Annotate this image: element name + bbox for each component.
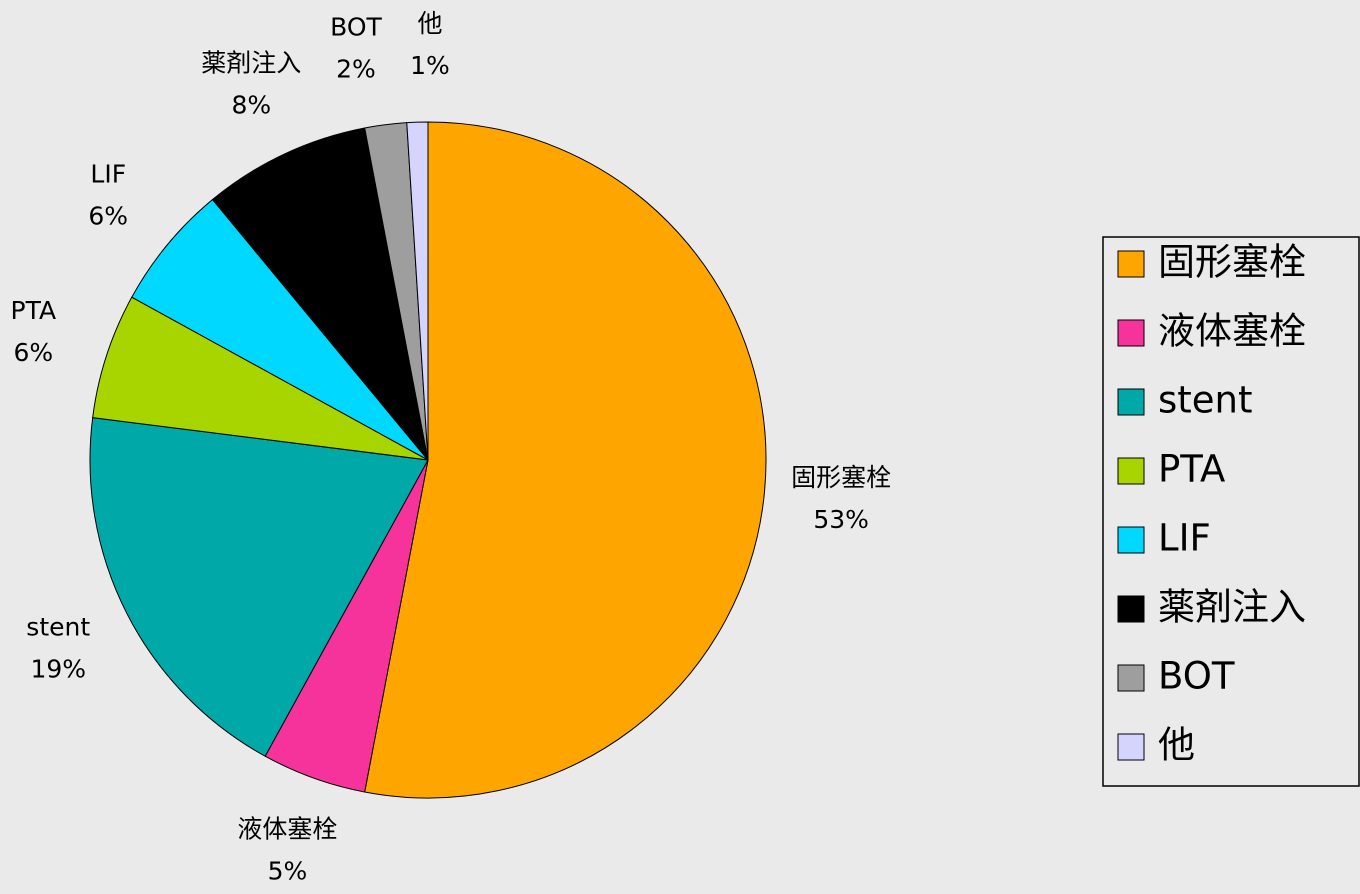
slice-label: 薬剤注入 <box>201 48 301 77</box>
slice-label: 固形塞栓 <box>791 463 891 492</box>
slice-value-label: 53% <box>813 505 869 534</box>
legend-swatch <box>1117 526 1145 554</box>
slice-label: 液体塞栓 <box>237 814 337 843</box>
slice-value-label: 8% <box>231 90 271 119</box>
legend-label: stent <box>1158 379 1253 422</box>
legend-label: 薬剤注入 <box>1158 586 1306 629</box>
slice-label: BOT <box>330 12 382 41</box>
pie-slice <box>364 121 767 799</box>
slice-value-label: 6% <box>13 338 53 367</box>
slice-label: LIF <box>90 159 126 188</box>
legend-label: BOT <box>1158 655 1235 698</box>
slice-value-label: 6% <box>88 201 128 230</box>
legend-swatch <box>1117 733 1145 761</box>
legend-label: PTA <box>1158 448 1225 491</box>
pie-slice <box>131 198 429 461</box>
slice-value-label: 1% <box>410 51 450 80</box>
legend-box <box>1102 236 1360 787</box>
legend-swatch <box>1117 388 1145 416</box>
slice-value-label: 19% <box>30 654 86 683</box>
slice-value-label: 5% <box>268 856 308 885</box>
legend-swatch <box>1117 664 1145 692</box>
slice-value-label: 2% <box>336 54 376 83</box>
legend-swatch <box>1117 595 1145 623</box>
legend-swatch <box>1117 250 1145 278</box>
legend-label: 他 <box>1158 724 1195 767</box>
slice-label: 他 <box>417 9 442 38</box>
pie-slice <box>211 127 429 461</box>
legend-swatch <box>1117 319 1145 347</box>
legend-swatch <box>1117 457 1145 485</box>
pie-slice <box>92 296 429 461</box>
legend-label: 液体塞栓 <box>1158 310 1306 353</box>
slice-label: stent <box>26 612 90 641</box>
legend-label: 固形塞栓 <box>1158 241 1306 284</box>
pie-slice <box>89 417 429 757</box>
legend-label: LIF <box>1158 517 1211 560</box>
pie-slice <box>406 121 429 461</box>
slice-label: PTA <box>11 296 57 325</box>
